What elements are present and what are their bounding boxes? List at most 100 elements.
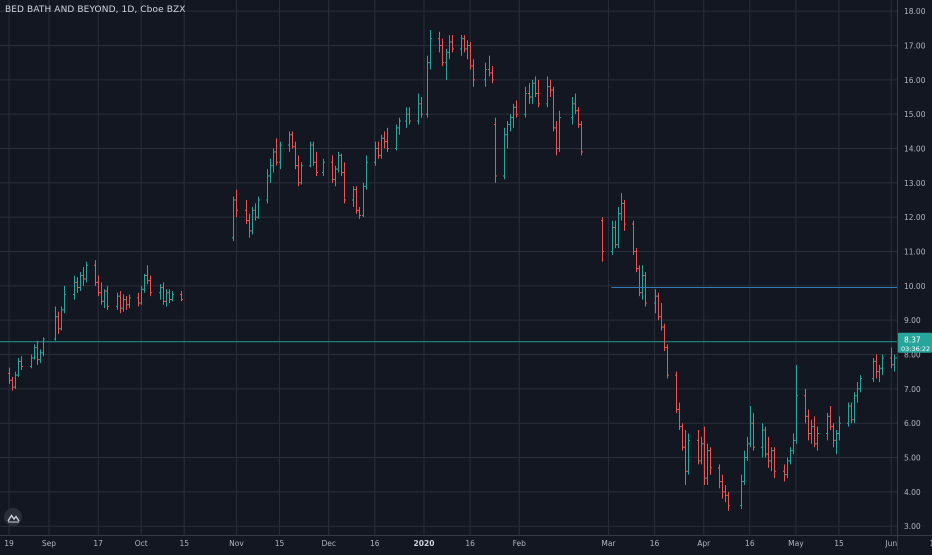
ohlc-bar [128, 294, 131, 309]
ohlc-bar [82, 266, 85, 286]
ohlc-bar [85, 261, 88, 283]
y-tick-label: 16.00 [904, 76, 926, 85]
last-price-badge [898, 332, 932, 353]
ohlc-bar [515, 100, 518, 118]
ohlc-bar [448, 35, 451, 60]
ohlc-bar [441, 38, 444, 67]
ohlc-bar [509, 114, 512, 132]
y-tick-label: 18.00 [904, 7, 926, 16]
ohlc-bar [358, 206, 361, 219]
ohlc-bar [235, 189, 238, 218]
ohlc-bar [57, 311, 60, 334]
ohlc-bar [340, 153, 343, 176]
y-tick-label: 9.00 [904, 316, 921, 325]
ohlc-bar [291, 131, 294, 149]
x-tick-label: Apr [697, 539, 711, 548]
x-tick-label: Dec [321, 539, 336, 548]
ohlc-bar [279, 141, 282, 170]
ohlc-bar [764, 426, 767, 458]
ohlc-bar [770, 447, 773, 472]
x-tick-label: 15 [179, 539, 189, 548]
ohlc-bar [438, 31, 441, 53]
x-tick-label: 16 [650, 539, 660, 548]
ohlc-bar [266, 169, 269, 204]
ohlc-bar [429, 30, 432, 70]
ohlc-bar [408, 107, 411, 125]
ohlc-bar [654, 289, 657, 314]
x-tick-label: Feb [513, 539, 527, 548]
ohlc-bar [804, 388, 807, 424]
x-tick-label: Mar [601, 539, 616, 548]
ohlc-bar [377, 141, 380, 159]
ohlc-bar [297, 155, 300, 187]
ohlc-bar [617, 206, 620, 249]
ohlc-bar [420, 96, 423, 118]
ohlc-bar [746, 436, 749, 461]
ohlc-bar [813, 416, 816, 448]
ohlc-bar [537, 79, 540, 108]
ohlc-bar [749, 406, 752, 448]
ohlc-bar [100, 282, 103, 305]
ohlc-bar [331, 155, 334, 183]
ohlc-bar [426, 55, 429, 118]
ohlc-bar [484, 62, 487, 87]
y-tick-label: 7.00 [904, 385, 921, 394]
tradingview-logo[interactable] [4, 508, 22, 526]
ohlc-bar [875, 354, 878, 379]
ohlc-bar [451, 35, 454, 53]
ohlc-bar [620, 193, 623, 221]
last-price-value: 8.37 [904, 335, 921, 344]
ohlc-bar [838, 416, 841, 441]
ohlc-bar [703, 426, 706, 485]
x-tick-label: 19 [4, 539, 14, 548]
ohlc-bar [724, 484, 727, 503]
ohlc-bar [171, 290, 174, 302]
ohlc-bar [638, 265, 641, 297]
ohlc-bar [334, 165, 337, 187]
ohlc-bar [460, 35, 463, 56]
ohlc-bar [417, 93, 420, 125]
ohlc-bar [76, 277, 79, 293]
ohlc-bar [614, 220, 617, 249]
ohlc-bar [36, 340, 39, 365]
ohlc-bar [878, 364, 881, 382]
ohlc-bar [245, 200, 248, 225]
y-tick-label: 14.00 [904, 144, 926, 153]
ohlc-bar [512, 103, 515, 128]
ohlc-bar [79, 272, 82, 291]
ohlc-bar [697, 430, 700, 465]
ohlc-bar [835, 430, 838, 455]
ohlc-bar [20, 356, 23, 370]
ohlc-bar [337, 151, 340, 173]
ohlc-bar [362, 182, 365, 218]
ohlc-bar [11, 376, 14, 391]
ohlc-bar [122, 294, 125, 312]
ohlc-bar [743, 450, 746, 485]
ohlc-bar [611, 220, 614, 255]
ohlc-bar [773, 447, 776, 479]
ohlc-bar [254, 203, 257, 221]
ohlc-bar [721, 474, 724, 499]
ohlc-bar [767, 436, 770, 468]
ohlc-bar [168, 289, 171, 304]
ohlc-bar [30, 354, 33, 369]
y-tick-label: 3.00 [904, 522, 921, 531]
ohlc-bar [63, 285, 66, 314]
ohlc-bar [469, 42, 472, 70]
ohlc-bar [663, 323, 666, 352]
symbol-title: BED BATH AND BEYOND, 1D, Cboe BZX [5, 5, 186, 15]
ohlc-bar [116, 292, 119, 310]
ohlc-bar [681, 423, 684, 451]
ohlc-bar [546, 76, 549, 108]
grid [0, 0, 897, 535]
y-tick-label: 13.00 [904, 179, 926, 188]
ohlc-bar [558, 110, 561, 152]
ohlc-bar [17, 357, 20, 377]
ohlc-bar [352, 186, 355, 207]
ohlc-bar [571, 96, 574, 125]
ohlc-bar [816, 426, 819, 451]
ohlc-bar [601, 217, 604, 262]
ohlc-bar [534, 76, 537, 97]
